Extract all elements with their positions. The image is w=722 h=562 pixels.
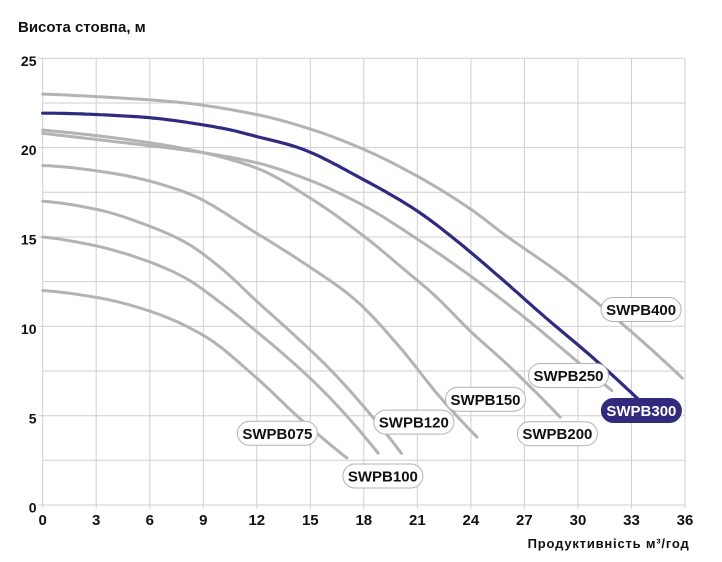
- svg-text:0: 0: [29, 500, 37, 516]
- svg-text:10: 10: [21, 321, 37, 337]
- svg-text:SWPB150: SWPB150: [450, 392, 520, 409]
- svg-text:SWPB075: SWPB075: [242, 426, 312, 443]
- svg-text:36: 36: [677, 512, 694, 529]
- svg-text:3: 3: [92, 512, 100, 529]
- svg-text:0: 0: [39, 512, 47, 529]
- svg-text:5: 5: [29, 410, 37, 426]
- svg-text:15: 15: [302, 512, 319, 529]
- svg-text:SWPB250: SWPB250: [533, 368, 603, 385]
- svg-text:24: 24: [463, 512, 480, 529]
- svg-text:30: 30: [570, 512, 587, 529]
- svg-text:12: 12: [248, 512, 265, 529]
- svg-text:SWPB400: SWPB400: [606, 302, 676, 319]
- svg-text:SWPB200: SWPB200: [522, 426, 592, 443]
- svg-text:6: 6: [146, 512, 154, 529]
- svg-text:SWPB300: SWPB300: [606, 403, 676, 420]
- svg-text:20: 20: [21, 142, 37, 158]
- svg-text:27: 27: [516, 512, 533, 529]
- svg-text:9: 9: [199, 512, 207, 529]
- svg-text:SWPB120: SWPB120: [379, 415, 449, 432]
- svg-text:21: 21: [409, 512, 426, 529]
- svg-text:18: 18: [355, 512, 372, 529]
- svg-text:SWPB100: SWPB100: [348, 469, 418, 486]
- svg-text:25: 25: [21, 53, 37, 69]
- svg-text:Продуктивність м³/год: Продуктивність м³/год: [528, 536, 690, 551]
- svg-text:15: 15: [21, 232, 37, 248]
- svg-text:33: 33: [623, 512, 640, 529]
